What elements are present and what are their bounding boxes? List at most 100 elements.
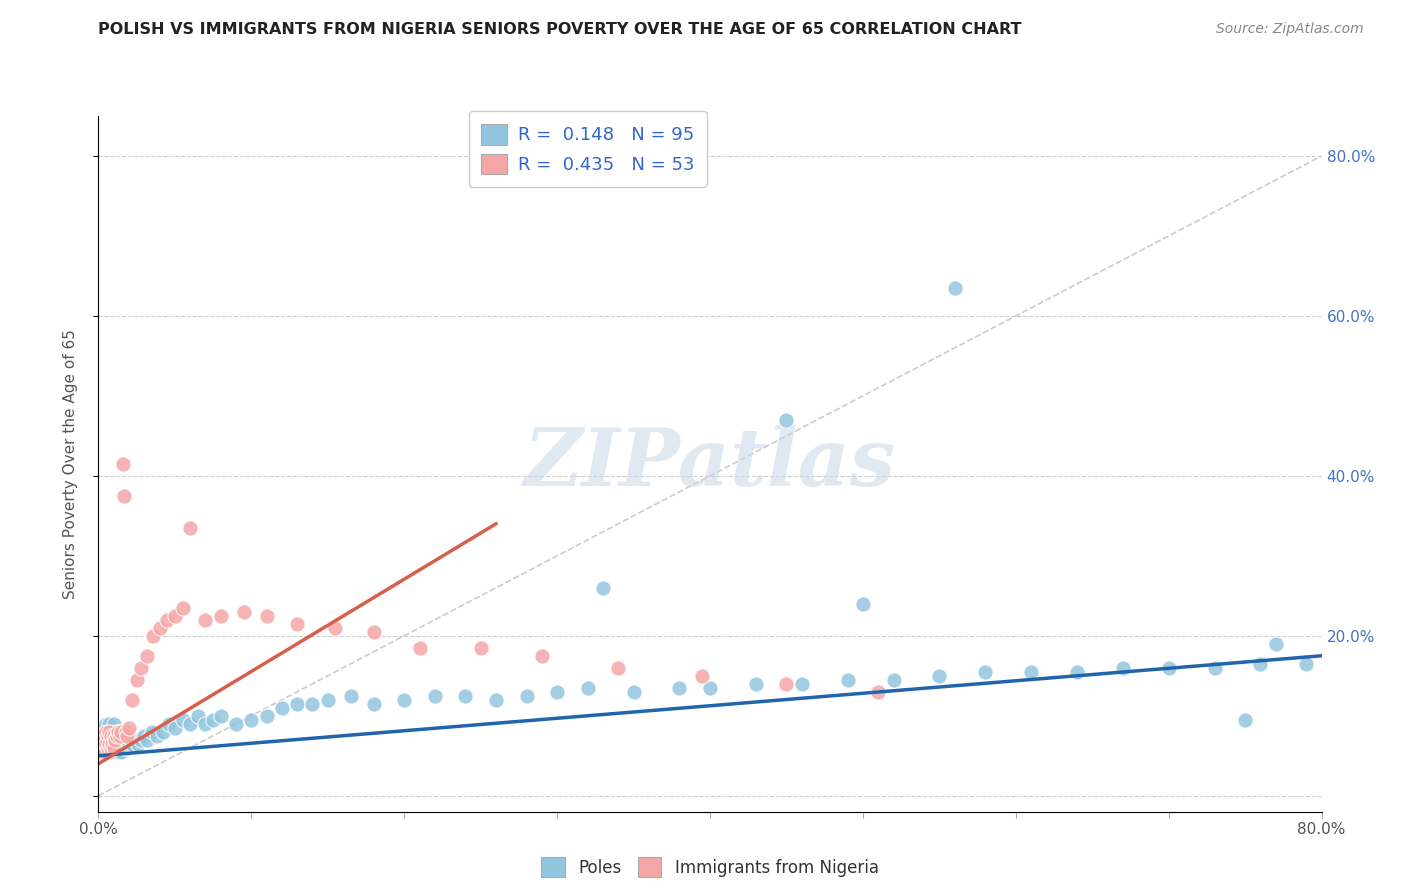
Point bbox=[103, 740, 125, 755]
Point bbox=[790, 677, 813, 691]
Point bbox=[141, 724, 163, 739]
Point bbox=[103, 740, 125, 755]
Point bbox=[89, 745, 111, 759]
Point bbox=[202, 713, 225, 727]
Point bbox=[179, 716, 201, 731]
Point bbox=[91, 729, 114, 743]
Point bbox=[93, 745, 115, 759]
Point bbox=[928, 669, 950, 683]
Point bbox=[93, 732, 115, 747]
Text: ZIPatlas: ZIPatlas bbox=[524, 425, 896, 502]
Point bbox=[136, 732, 159, 747]
Point bbox=[125, 673, 148, 687]
Point bbox=[163, 608, 186, 623]
Point bbox=[194, 613, 217, 627]
Point bbox=[105, 740, 128, 755]
Point bbox=[852, 597, 875, 611]
Y-axis label: Seniors Poverty Over the Age of 65: Seniors Poverty Over the Age of 65 bbox=[63, 329, 77, 599]
Point bbox=[111, 457, 134, 471]
Point bbox=[94, 724, 117, 739]
Point bbox=[107, 729, 129, 743]
Point bbox=[325, 621, 347, 635]
Point bbox=[194, 716, 217, 731]
Point bbox=[98, 716, 121, 731]
Point bbox=[104, 745, 127, 759]
Point bbox=[270, 700, 292, 714]
Point bbox=[115, 724, 138, 739]
Point bbox=[118, 721, 141, 735]
Point bbox=[101, 737, 124, 751]
Point bbox=[1157, 661, 1180, 675]
Point bbox=[883, 673, 905, 687]
Point bbox=[129, 661, 152, 675]
Point bbox=[94, 737, 117, 751]
Point bbox=[89, 732, 111, 747]
Point bbox=[699, 681, 721, 695]
Point bbox=[94, 729, 117, 743]
Point bbox=[98, 729, 121, 743]
Point bbox=[423, 689, 446, 703]
Point bbox=[516, 689, 538, 703]
Point bbox=[225, 716, 247, 731]
Point bbox=[339, 689, 361, 703]
Point bbox=[837, 673, 859, 687]
Point bbox=[93, 745, 115, 759]
Point bbox=[1234, 713, 1257, 727]
Point bbox=[149, 621, 172, 635]
Point bbox=[179, 521, 201, 535]
Point bbox=[127, 737, 149, 751]
Text: POLISH VS IMMIGRANTS FROM NIGERIA SENIORS POVERTY OVER THE AGE OF 65 CORRELATION: POLISH VS IMMIGRANTS FROM NIGERIA SENIOR… bbox=[98, 22, 1022, 37]
Point bbox=[91, 729, 114, 743]
Point bbox=[1249, 657, 1271, 671]
Point bbox=[101, 745, 124, 759]
Point bbox=[1264, 637, 1286, 651]
Point bbox=[94, 716, 117, 731]
Point bbox=[89, 721, 111, 735]
Point bbox=[136, 648, 159, 663]
Point bbox=[157, 716, 180, 731]
Point bbox=[117, 729, 139, 743]
Point bbox=[124, 732, 146, 747]
Point bbox=[1019, 665, 1042, 679]
Point bbox=[232, 605, 254, 619]
Point bbox=[943, 281, 966, 295]
Point bbox=[145, 729, 167, 743]
Point bbox=[115, 732, 138, 747]
Point bbox=[118, 737, 141, 751]
Point bbox=[110, 729, 132, 743]
Point bbox=[316, 692, 339, 706]
Point bbox=[1112, 661, 1135, 675]
Point bbox=[98, 724, 121, 739]
Point bbox=[111, 737, 134, 751]
Point bbox=[107, 724, 129, 739]
Point bbox=[1295, 657, 1317, 671]
Point bbox=[97, 737, 120, 751]
Point bbox=[454, 689, 477, 703]
Point bbox=[256, 708, 278, 723]
Point bbox=[576, 681, 599, 695]
Point bbox=[89, 732, 111, 747]
Point bbox=[97, 740, 120, 755]
Point bbox=[285, 697, 308, 711]
Point bbox=[112, 489, 135, 503]
Point bbox=[187, 708, 209, 723]
Point bbox=[142, 629, 165, 643]
Point bbox=[745, 677, 768, 691]
Point bbox=[209, 708, 232, 723]
Point bbox=[485, 692, 508, 706]
Point bbox=[121, 737, 143, 751]
Point bbox=[172, 713, 194, 727]
Point bbox=[408, 640, 430, 655]
Point bbox=[97, 729, 120, 743]
Point bbox=[105, 729, 128, 743]
Point bbox=[546, 685, 568, 699]
Point bbox=[163, 721, 186, 735]
Point bbox=[90, 732, 112, 747]
Point bbox=[104, 732, 127, 747]
Point bbox=[470, 640, 492, 655]
Point bbox=[868, 685, 890, 699]
Point bbox=[110, 724, 132, 739]
Point bbox=[90, 729, 112, 743]
Point bbox=[100, 724, 122, 739]
Point bbox=[592, 581, 614, 595]
